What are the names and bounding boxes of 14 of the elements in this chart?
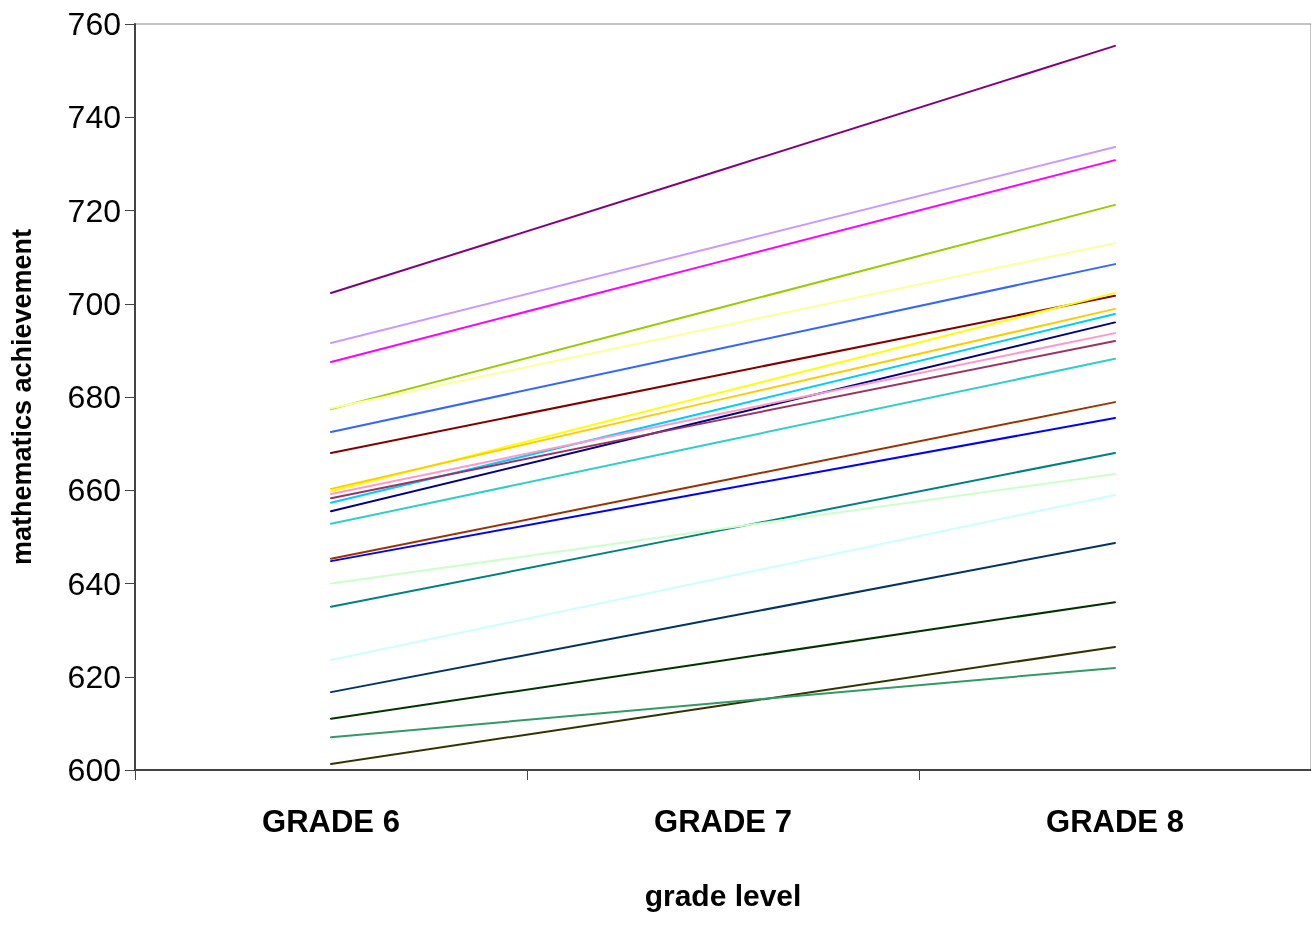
- x-tick-label: GRADE 7: [654, 804, 792, 839]
- x-tick-label: GRADE 6: [262, 804, 400, 839]
- y-tick-label: 760: [67, 6, 121, 42]
- y-tick-label: 620: [67, 658, 121, 695]
- y-tick-label: 720: [67, 192, 121, 229]
- y-tick-label: 600: [67, 752, 121, 788]
- y-tick-label: 740: [67, 99, 121, 136]
- x-tick-label: GRADE 8: [1046, 804, 1184, 839]
- y-tick-label: 700: [67, 285, 121, 322]
- y-axis-title: mathematics achievement: [6, 228, 37, 566]
- x-axis-title: grade level: [644, 878, 802, 912]
- y-tick-label: 660: [67, 472, 121, 509]
- y-tick-label: 680: [67, 379, 121, 415]
- y-tick-label: 640: [67, 565, 121, 602]
